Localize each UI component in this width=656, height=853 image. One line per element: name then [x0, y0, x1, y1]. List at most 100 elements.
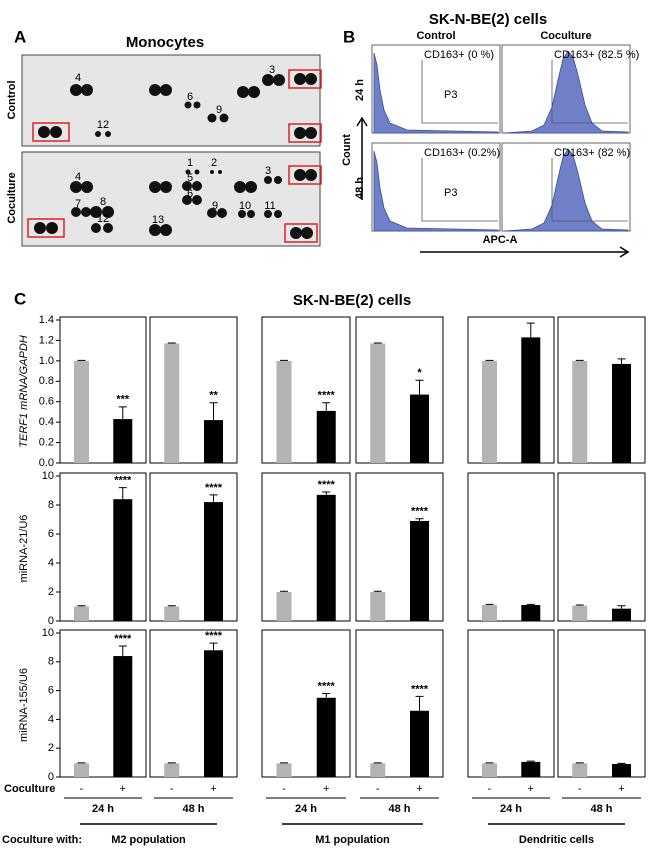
- column-label: Coculture: [540, 30, 591, 42]
- blot-spot: [301, 227, 313, 239]
- group-label: Dendritic cells: [519, 834, 594, 846]
- y-axis-label: miRNA-21/U6: [18, 515, 30, 583]
- error-bar: [485, 603, 494, 606]
- bar: [572, 360, 588, 463]
- bar: [113, 499, 133, 621]
- blot-spot: [219, 113, 229, 123]
- blot-spot: [95, 131, 101, 137]
- spot-label: 2: [211, 157, 217, 169]
- plot-frame: [59, 472, 147, 622]
- blot-spot: [46, 222, 58, 234]
- sign-label: -: [80, 783, 84, 795]
- blot-spot: [305, 127, 317, 139]
- bar: [410, 520, 430, 621]
- sign-label: +: [120, 783, 126, 795]
- blot-spot: [210, 170, 214, 174]
- blot-spot: [294, 169, 306, 181]
- bar: [164, 343, 180, 463]
- y-tick-label: 6: [48, 528, 54, 540]
- groups-label: Coculture with:: [2, 834, 82, 846]
- blot-spot: [192, 195, 202, 205]
- bar: [276, 763, 292, 777]
- blot-spot: [50, 126, 62, 138]
- blot-spot: [71, 207, 81, 217]
- blot-spot: [207, 208, 217, 218]
- error-bar: [209, 494, 218, 503]
- panel-letter: B: [343, 27, 355, 46]
- blot-spot: [102, 206, 114, 218]
- axis-arrow: [356, 116, 368, 127]
- row-label: 24 h: [354, 79, 366, 101]
- blot-spot: [264, 210, 272, 218]
- gate-name: P3: [444, 89, 457, 101]
- bar: [410, 394, 430, 463]
- sign-label: -: [170, 783, 174, 795]
- plot-frame: [355, 472, 444, 622]
- bar: [572, 605, 588, 621]
- bar: [370, 343, 386, 463]
- significance: ****: [114, 633, 132, 645]
- spot-label: 12: [97, 119, 109, 131]
- blot-spot: [34, 222, 46, 234]
- plot-frame: [59, 316, 147, 464]
- blot-spot: [264, 176, 272, 184]
- y-tick-label: 0: [48, 771, 54, 783]
- error-bar: [373, 342, 382, 344]
- y-tick-label: 4: [48, 713, 54, 725]
- bar: [482, 763, 497, 777]
- spot-label: 7: [75, 198, 81, 210]
- blot-spot: [149, 84, 161, 96]
- time-label: 48 h: [590, 803, 612, 815]
- significance: **: [209, 390, 218, 402]
- highlight-box: [288, 123, 322, 143]
- bar: [204, 420, 224, 463]
- spot-label: 6: [187, 91, 193, 103]
- panel-letter: A: [14, 27, 26, 46]
- significance: ****: [318, 479, 336, 491]
- spot-label: 9: [212, 200, 218, 212]
- y-tick-label: 0.4: [39, 416, 54, 428]
- spot-label: 3: [269, 64, 275, 76]
- y-axis-label: miRNA-155/U6: [18, 668, 30, 742]
- bar: [521, 337, 541, 463]
- bar: [276, 592, 292, 621]
- bar: [204, 502, 224, 621]
- gate-label: CD163+ (82.5 %): [554, 49, 639, 61]
- y-tick-label: 0: [48, 615, 54, 627]
- y-tick-label: 0.2: [39, 436, 54, 448]
- spot-label: 5: [187, 172, 193, 184]
- error-bar: [415, 695, 424, 711]
- y-tick-label: 8: [48, 499, 54, 511]
- blot-spot: [294, 127, 306, 139]
- plot-frame: [261, 316, 351, 464]
- blot-spot: [290, 227, 302, 239]
- blot-spot: [182, 181, 192, 191]
- sign-label: -: [578, 783, 582, 795]
- gate-label: CD163+ (0.2%): [424, 147, 500, 159]
- panel-title: Monocytes: [126, 34, 204, 51]
- blot-spot: [294, 73, 306, 85]
- error-bar: [280, 590, 288, 592]
- blot-spot: [234, 181, 246, 193]
- group-label: M2 population: [111, 834, 186, 846]
- blot: [21, 54, 321, 147]
- row-label: Control: [6, 80, 18, 119]
- bar: [370, 763, 386, 777]
- plot-frame: [467, 629, 555, 778]
- blot-spot: [160, 84, 172, 96]
- bar: [612, 608, 632, 621]
- blot-spot: [70, 84, 82, 96]
- y-tick-label: 8: [48, 656, 54, 668]
- y-tick-label: 2: [48, 742, 54, 754]
- sign-label: -: [376, 783, 380, 795]
- gate: [551, 158, 628, 222]
- plot-frame: [467, 472, 555, 622]
- plot-frame: [261, 629, 351, 778]
- spot-label: 3: [265, 165, 271, 177]
- gate-label: CD163+ (0 %): [424, 49, 494, 61]
- plot-frame: [355, 629, 444, 778]
- blot-spot: [160, 224, 172, 236]
- bar: [612, 363, 632, 463]
- blot-spot: [237, 86, 249, 98]
